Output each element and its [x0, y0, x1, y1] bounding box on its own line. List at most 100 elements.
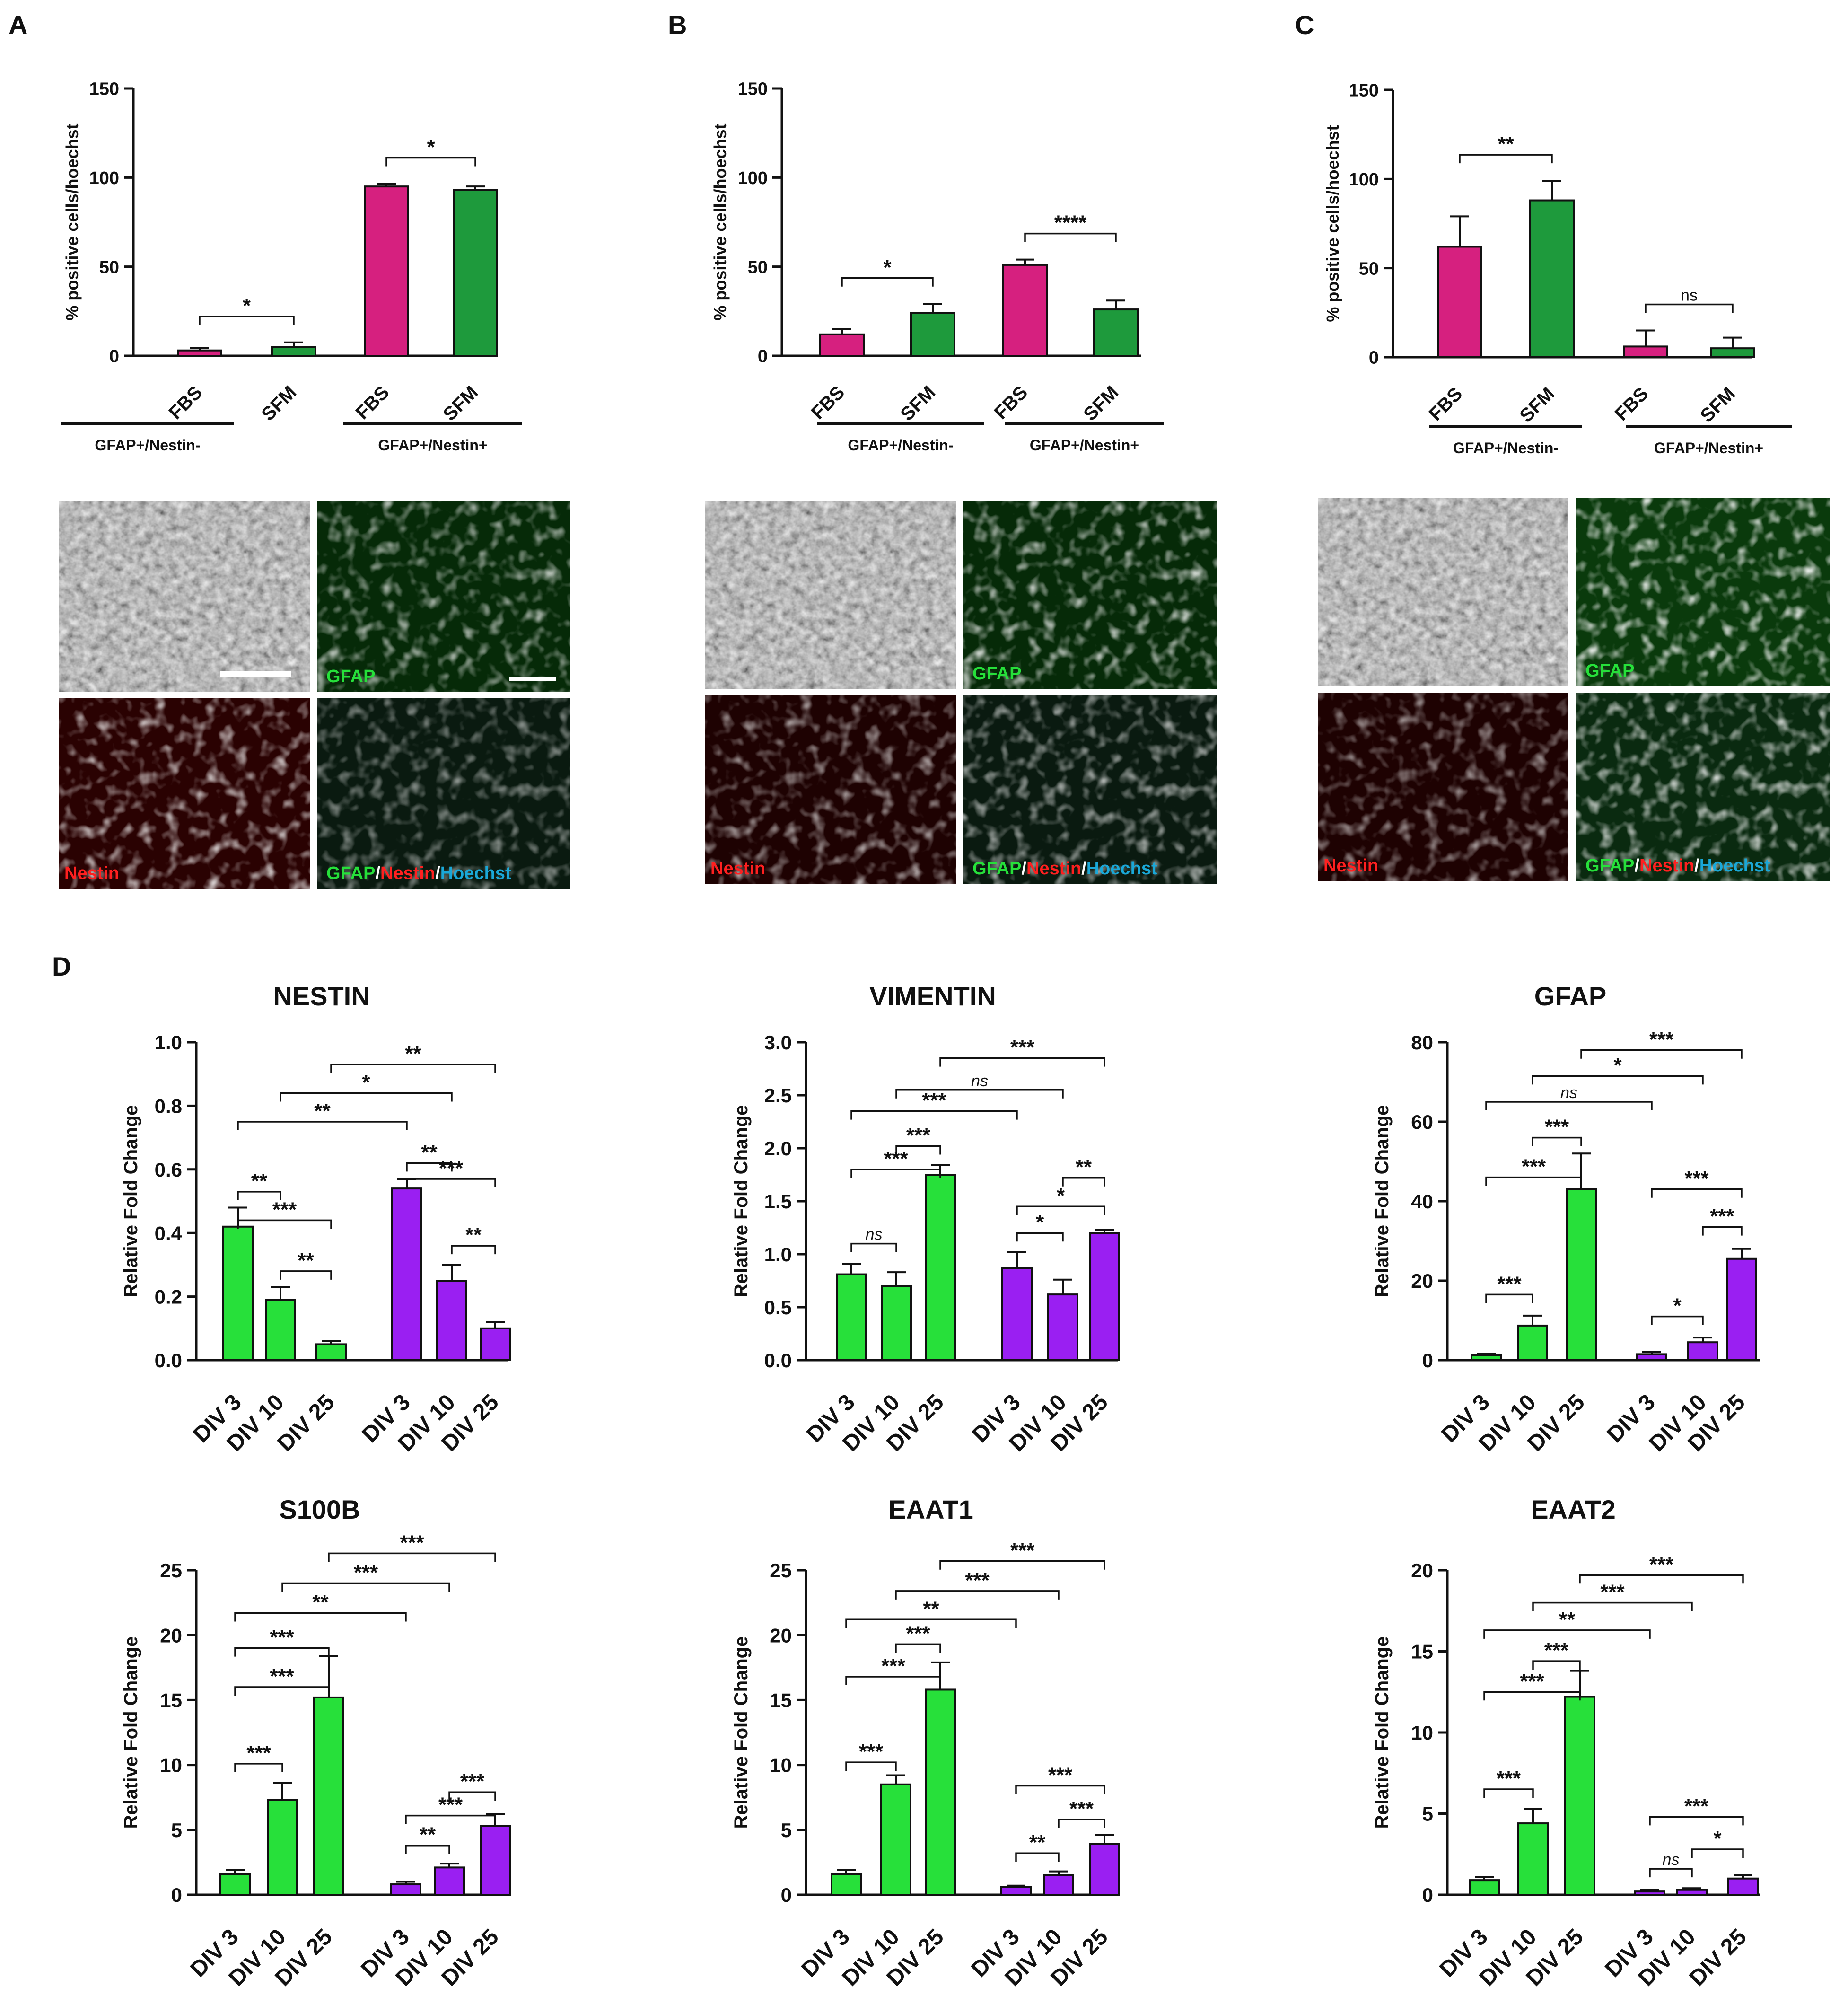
significance-bracket: [1580, 1049, 1743, 1059]
significance-label: **: [251, 1169, 268, 1193]
y-tick-label: 15: [160, 1689, 182, 1712]
significance-label: **: [923, 1597, 939, 1620]
significance-bracket: [1651, 1188, 1743, 1198]
significance-label: **: [465, 1223, 482, 1247]
significance-bracket: [845, 1761, 897, 1771]
significance-label: ***: [1600, 1581, 1625, 1604]
category-label: FBS: [807, 382, 849, 423]
category-label: FBS: [1611, 383, 1653, 425]
category-label: FBS: [1425, 383, 1467, 425]
significance-label: ***: [1710, 1205, 1734, 1228]
y-tick-label: 1.0: [155, 1031, 182, 1054]
y-tick-label: 80: [1411, 1031, 1433, 1054]
significance-label: ***: [1497, 1767, 1521, 1790]
merge-label: GFAP/Nestin/Hoechst: [326, 863, 511, 883]
significance-label: ****: [1054, 211, 1087, 235]
y-axis-label: Relative Fold Change: [1372, 1636, 1393, 1829]
y-tick-label: 0: [758, 347, 768, 367]
significance-label: ***: [460, 1770, 485, 1793]
significance-bracket: [237, 1121, 408, 1130]
bar: [391, 1187, 422, 1362]
significance-label: ***: [1649, 1028, 1674, 1051]
category-label: DIV 25: [273, 1389, 340, 1456]
significance-bracket: [939, 1057, 1105, 1067]
significance-label: ns: [971, 1072, 988, 1090]
bar: [1726, 1257, 1757, 1362]
bar: [910, 312, 955, 357]
significance-bracket: [1532, 1136, 1582, 1146]
y-axis-label: Relative Fold Change: [731, 1105, 752, 1298]
y-tick-label: 1.5: [764, 1190, 792, 1213]
group-label: GFAP+/Nestin-: [95, 437, 200, 454]
significance-label: ***: [1544, 1639, 1569, 1662]
significance-label: ***: [246, 1741, 271, 1765]
bar: [436, 1280, 467, 1361]
significance-bracket: [1485, 1176, 1582, 1186]
bar: [1623, 345, 1668, 359]
y-tick-label: 0: [1369, 348, 1379, 368]
group-label: GFAP+/Nestin-: [1453, 440, 1559, 457]
significance-label: ***: [965, 1569, 990, 1592]
scale-bar: [220, 671, 291, 677]
chart-title: S100B: [279, 1495, 360, 1524]
panel-label-c: C: [1295, 10, 1314, 40]
bar: [480, 1825, 511, 1896]
significance-bracket: [1691, 1848, 1744, 1858]
y-axis-label: Relative Fold Change: [731, 1636, 752, 1829]
gfap-label: GFAP: [1585, 661, 1634, 681]
bar: [315, 1343, 347, 1361]
significance-label: ns: [866, 1226, 883, 1244]
significance-bracket: [1702, 1226, 1743, 1236]
y-tick-label: 20: [770, 1624, 792, 1646]
panel-label-d: D: [52, 951, 71, 981]
category-label: FBS: [352, 382, 394, 423]
significance-label: **: [405, 1042, 421, 1065]
bar: [219, 1873, 251, 1896]
significance-label: **: [420, 1823, 436, 1847]
y-tick-label: 50: [748, 257, 768, 277]
y-axis-label: Relative Fold Change: [1372, 1105, 1393, 1298]
significance-bracket: [895, 1089, 1064, 1099]
bar: [177, 349, 222, 357]
y-tick-label: 0.0: [764, 1349, 792, 1372]
significance-label: ***: [439, 1157, 464, 1180]
y-tick-label: 20: [160, 1624, 182, 1646]
chart-title: EAAT1: [888, 1495, 973, 1524]
y-tick-label: 5: [1422, 1803, 1433, 1825]
y-tick-label: 0: [1422, 1884, 1433, 1906]
significance-bracket: [448, 1791, 496, 1801]
significance-bracket: [385, 157, 476, 167]
significance-label: *: [427, 136, 435, 159]
significance-bracket: [1015, 1852, 1060, 1862]
significance-label: ***: [906, 1124, 931, 1147]
group-label: GFAP+/Nestin+: [1030, 437, 1139, 454]
significance-bracket: [1485, 1101, 1653, 1110]
chart-panel-a: % positive cells/hoechst 0 50 100 150 FBS SFM F…: [61, 79, 522, 454]
y-tick-label: 2.5: [764, 1084, 792, 1107]
significance-bracket: [405, 1844, 450, 1854]
significance-label: ***: [1545, 1116, 1569, 1139]
significance-bracket: [1651, 1315, 1704, 1325]
significance-bracket: [1016, 1232, 1064, 1242]
bar: [1471, 1354, 1502, 1361]
bar: [925, 1688, 956, 1896]
bar: [364, 185, 409, 357]
significance-bracket: [405, 1814, 496, 1824]
significance-bracket: [845, 1676, 941, 1686]
y-tick-label: 150: [738, 79, 768, 99]
significance-bracket: [1532, 1601, 1693, 1611]
bar: [1634, 1890, 1665, 1896]
bar: [1000, 1886, 1032, 1896]
significance-bracket: [330, 1064, 496, 1073]
category-label: SFM: [439, 382, 482, 425]
y-tick-label: 40: [1411, 1190, 1433, 1213]
significance-bracket: [895, 1643, 941, 1653]
significance-bracket: [281, 1582, 450, 1592]
significance-label: ***: [1069, 1797, 1094, 1820]
y-tick-label: 50: [1359, 259, 1379, 279]
y-tick-label: 0: [109, 347, 119, 367]
